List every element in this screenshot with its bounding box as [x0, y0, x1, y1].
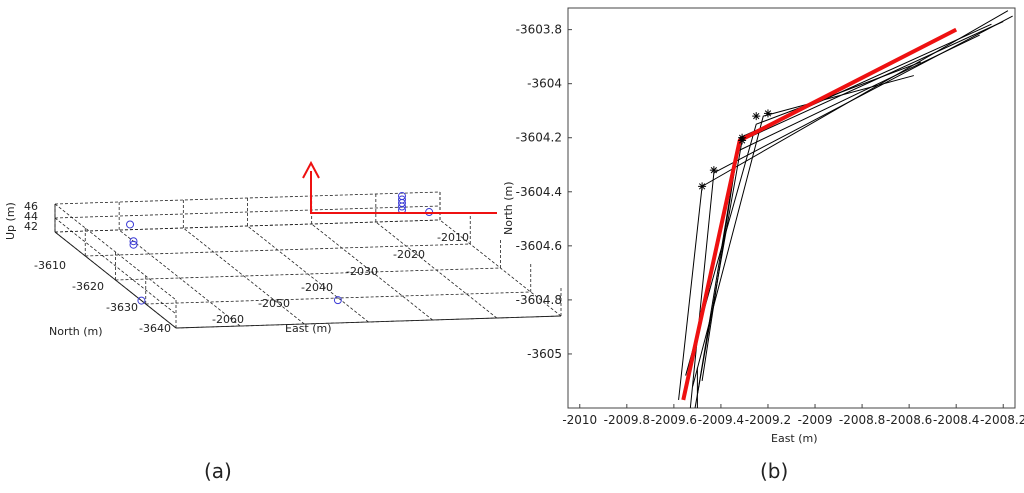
x-tick-label: -2008.2	[980, 413, 1024, 427]
x-tick-label: -2009.2	[745, 413, 791, 427]
x-tick-label: -2009.8	[604, 413, 650, 427]
panel-b-ticks: -2010 -2009.8 -2009.6 -2009.4 -2009.2 -2009 -2…	[516, 23, 1024, 427]
y-tick-label: -3620	[72, 280, 104, 293]
series-line	[685, 61, 922, 376]
arrow-head-icon	[302, 160, 320, 179]
y-tick-label: -3604.4	[516, 185, 562, 199]
x-axis-line	[175, 315, 562, 329]
z-tick-label: 42	[24, 220, 38, 233]
x-tick-label: -2030	[346, 265, 378, 278]
y-tick-label: -3604.2	[516, 131, 562, 145]
y-axis-line	[54, 231, 177, 329]
y-axis-label: North (m)	[49, 325, 103, 338]
y-tick-label: -3605	[527, 347, 562, 361]
x-tick-label: -2009.6	[651, 413, 697, 427]
z-tick-label: 46	[24, 200, 38, 213]
y-tick-label: -3610	[34, 259, 66, 272]
panel-b-markers	[698, 109, 772, 191]
y-tick-label: -3604	[527, 77, 562, 91]
y-tick-label: -3630	[106, 301, 138, 314]
grid-line	[85, 243, 471, 257]
grid-line	[118, 229, 241, 327]
asterisk-marker	[698, 182, 707, 191]
x-axis-label: East (m)	[285, 322, 332, 335]
data-point	[397, 202, 406, 211]
x-tick-label: -2020	[393, 248, 425, 261]
grid-line	[54, 205, 441, 219]
x-tick-label: -2008.6	[886, 413, 932, 427]
panel-b-line-chart: -2010 -2009.8 -2009.6 -2009.4 -2009.2 -2009 -2…	[502, 7, 1024, 445]
x-tick-label: -2008.8	[839, 413, 885, 427]
asterisk-marker	[752, 112, 761, 121]
grid-line	[183, 227, 305, 325]
x-tick-label: -2060	[212, 313, 244, 326]
x-tick-label: -2008.4	[933, 413, 979, 427]
asterisk-marker	[709, 166, 718, 175]
plot-area-frame	[567, 7, 1016, 409]
data-point	[129, 237, 138, 246]
x-tick-label: -2010	[437, 231, 469, 244]
y-axis-label: North (m)	[502, 181, 515, 235]
grid-line	[54, 217, 177, 315]
data-point	[137, 296, 146, 305]
z-axis-label: Up (m)	[4, 202, 17, 240]
panel-a-3d-scatter: -2010 -2020 -2030 -2040 -2050 -2060 -361…	[4, 160, 562, 338]
y-tick-label: -3604.8	[516, 293, 562, 307]
asterisk-marker	[738, 136, 747, 145]
series-line	[692, 75, 914, 387]
x-tick-label: -2050	[258, 297, 290, 310]
y-tick-label: -3604.6	[516, 239, 562, 253]
x-tick-label: -2010	[562, 413, 597, 427]
asterisk-marker	[763, 109, 772, 118]
panel-a-points	[126, 192, 434, 305]
grid-line	[145, 291, 531, 305]
caption-b: (b)	[760, 459, 788, 483]
data-point	[129, 240, 138, 249]
y-tick-label: -3603.8	[516, 23, 562, 37]
x-axis-label: East (m)	[771, 432, 818, 445]
x-tick-label: -2009	[798, 413, 833, 427]
data-point	[126, 220, 135, 229]
data-point	[333, 296, 342, 305]
grid-line	[115, 267, 501, 281]
x-tick-label: -2009.4	[698, 413, 744, 427]
y-tick-label: -3640	[139, 322, 171, 335]
x-tick-label: -2040	[301, 281, 333, 294]
highlight-arrow	[310, 171, 497, 214]
caption-a: (a)	[204, 459, 232, 483]
z-tick-label: 44	[24, 210, 38, 223]
panel-a-grid	[54, 191, 562, 329]
